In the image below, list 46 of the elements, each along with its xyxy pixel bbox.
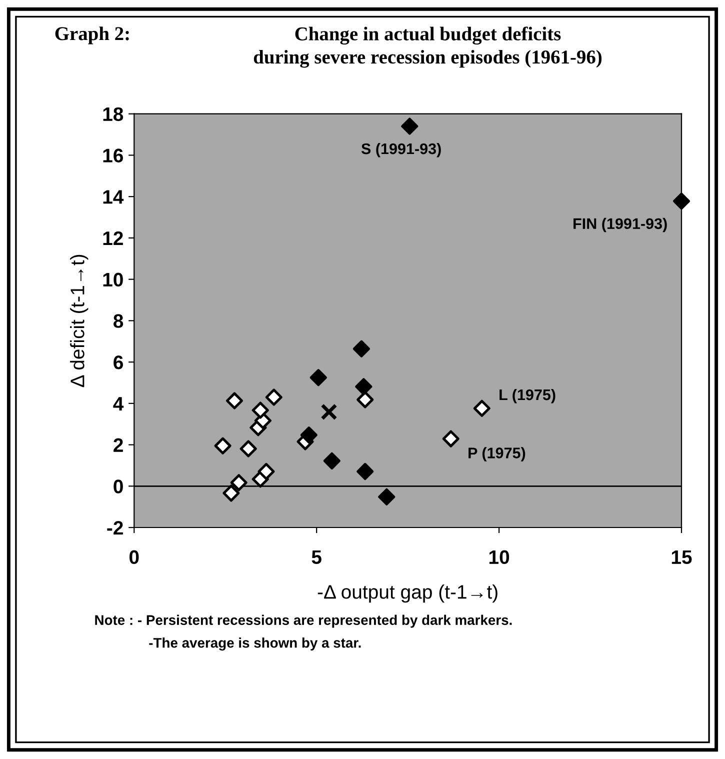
point	[252, 402, 269, 419]
annotation: P (1975)	[468, 447, 526, 462]
point	[310, 369, 327, 386]
point	[442, 430, 460, 448]
point	[230, 474, 248, 492]
point	[356, 462, 374, 480]
annotation: S (1991-93)	[361, 142, 441, 158]
y-tick-label: 14	[103, 190, 124, 204]
point	[355, 378, 372, 396]
point	[323, 452, 340, 470]
y-tick-label: 18	[103, 107, 124, 122]
x-tick-label: 0	[129, 550, 139, 564]
y-axis-title: Δ deficit (t-1→t)	[70, 254, 88, 388]
x-tick-label: 15	[672, 550, 692, 564]
point	[356, 391, 374, 408]
point	[300, 426, 318, 444]
point	[258, 462, 275, 480]
y-tick-label: 0	[114, 480, 123, 494]
y-tick-label: 6	[114, 356, 124, 370]
x-tick-label: 5	[312, 550, 322, 564]
point	[265, 388, 282, 406]
x-tick-label: 10	[489, 550, 510, 564]
point	[222, 484, 240, 502]
y-tick-label: 8	[114, 314, 124, 328]
point	[320, 404, 338, 420]
y-tick-label: -2	[107, 520, 123, 535]
text: Note : - Persistent recessions are represented by dark markers.	[95, 614, 512, 628]
text: -The average is shown by a star.	[149, 638, 361, 651]
point	[378, 488, 396, 506]
point	[672, 192, 690, 210]
x-axis-title: -Δ output gap (t-1→t)	[318, 584, 498, 603]
y-tick-label: 16	[103, 148, 124, 162]
point	[473, 400, 490, 417]
point	[226, 392, 244, 410]
y-tick-label: 2	[114, 438, 123, 452]
chart-title: Change in actual budget deficits during severe recession episodes (1961-96)	[254, 26, 602, 68]
y-tick-label: 10	[103, 272, 123, 287]
point	[352, 340, 370, 358]
point	[401, 118, 418, 135]
annotation: L (1975)	[500, 388, 556, 404]
point	[214, 437, 232, 454]
point	[240, 440, 257, 458]
caption: Graph 2:	[55, 26, 129, 44]
y-tick-label: 12	[103, 231, 123, 245]
y-tick-label: 4	[113, 397, 124, 410]
annotation: FIN (1991-93)	[574, 218, 667, 232]
